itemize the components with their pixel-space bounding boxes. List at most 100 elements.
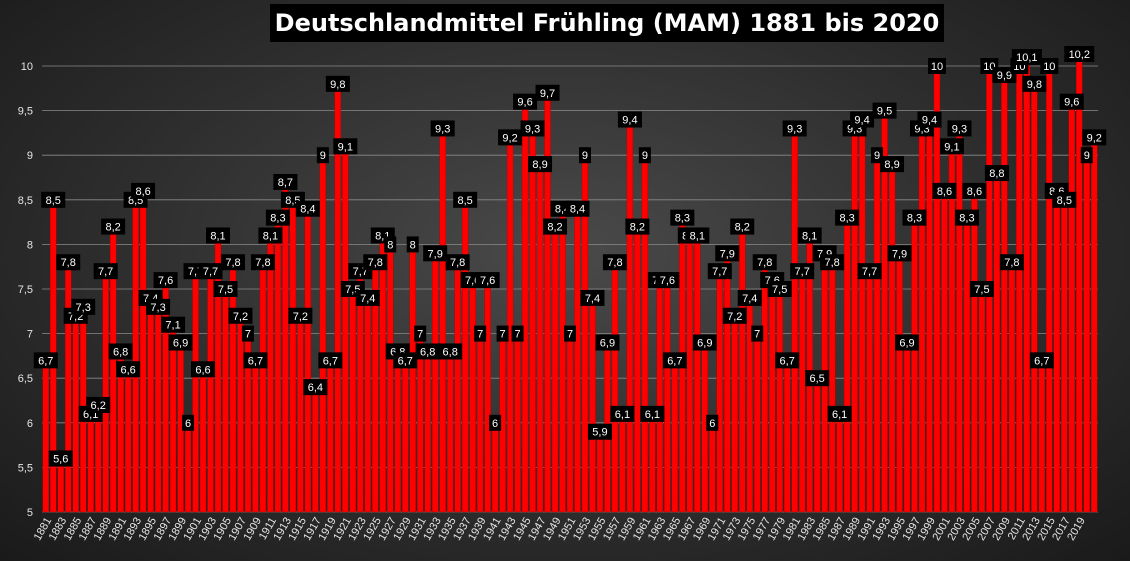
data-label-text: 7,8 xyxy=(61,257,76,269)
data-label-text: 8,3 xyxy=(839,213,854,225)
data-label-text: 7,8 xyxy=(607,257,622,269)
data-label: 9,2 xyxy=(498,129,523,146)
bar xyxy=(132,199,139,513)
bar xyxy=(574,208,581,513)
data-label-text: 9,4 xyxy=(622,115,637,127)
data-label: 7,7 xyxy=(198,263,223,280)
data-label-text: 7 xyxy=(245,329,251,341)
data-label-text: 8,9 xyxy=(532,159,547,171)
data-label-box xyxy=(917,111,942,128)
bar xyxy=(521,101,529,513)
data-label-box xyxy=(206,227,230,244)
bar xyxy=(1053,190,1061,513)
data-label-box xyxy=(325,75,350,92)
bar xyxy=(65,262,72,513)
bar xyxy=(357,270,364,513)
data-label: 7 xyxy=(241,325,254,342)
data-label-box xyxy=(423,245,448,262)
y-tick-label: 5,5 xyxy=(18,462,33,474)
data-label-box xyxy=(730,218,755,235)
data-label-box xyxy=(543,218,568,235)
data-label: 7,2 xyxy=(288,307,313,324)
data-label: 6,8 xyxy=(415,343,440,360)
bar xyxy=(514,333,521,513)
data-label: 8,9 xyxy=(880,156,905,173)
data-label: 9,4 xyxy=(617,111,642,128)
data-label: 7,8 xyxy=(220,254,245,271)
data-label: 9,4 xyxy=(850,111,875,128)
bar xyxy=(903,342,911,513)
y-tick-label: 5 xyxy=(27,507,33,519)
data-label: 7,8 xyxy=(602,254,627,271)
data-label-text: 8,1 xyxy=(263,230,278,242)
data-label-text: 7,5 xyxy=(218,284,233,296)
data-label: 6,7 xyxy=(1029,352,1054,369)
data-label-box xyxy=(528,156,553,173)
data-label-box xyxy=(453,191,478,208)
data-label: 7 xyxy=(511,325,524,342)
data-label: 6,6 xyxy=(191,361,216,378)
data-label-text: 9,1 xyxy=(944,141,959,153)
data-label-box xyxy=(1052,191,1077,208)
bar xyxy=(1023,56,1031,513)
bar xyxy=(57,458,64,513)
data-label-text: 8,3 xyxy=(270,213,285,225)
bar xyxy=(431,253,439,513)
data-label-box xyxy=(662,352,687,369)
data-label-text: 10,1 xyxy=(1016,52,1037,64)
data-label: 8,9 xyxy=(528,156,553,173)
data-label-text: 10 xyxy=(931,61,943,73)
data-label-box xyxy=(265,209,290,226)
data-label: 6,8 xyxy=(438,343,463,360)
data-label: 9,4 xyxy=(917,111,942,128)
data-label-text: 9,4 xyxy=(922,115,937,127)
data-label-text: 9,3 xyxy=(435,123,450,135)
data-label-text: 7,8 xyxy=(368,257,383,269)
data-label-box xyxy=(474,325,487,342)
data-label: 8,8 xyxy=(984,165,1009,182)
bar xyxy=(1016,65,1023,513)
data-label-text: 7,6 xyxy=(158,275,173,287)
data-label-text: 8,3 xyxy=(675,213,690,225)
data-label-box xyxy=(827,405,852,422)
data-label: 7,8 xyxy=(56,254,81,271)
bar xyxy=(843,217,851,513)
data-label-text: 7,3 xyxy=(76,302,91,314)
data-label-box xyxy=(258,227,283,244)
data-label-box xyxy=(1082,129,1107,146)
bar xyxy=(956,128,963,513)
data-label-text: 7,2 xyxy=(727,311,742,323)
data-label: 9,1 xyxy=(939,138,964,155)
data-label-text: 7,4 xyxy=(742,293,757,305)
data-label-text: 7,8 xyxy=(757,257,772,269)
bar xyxy=(274,217,282,513)
data-label-box xyxy=(969,281,994,297)
data-label-box xyxy=(511,325,524,342)
bar xyxy=(184,422,192,513)
y-tick-label: 7 xyxy=(27,329,33,341)
data-label-box xyxy=(752,254,777,271)
data-label-box xyxy=(790,263,815,280)
data-label-box xyxy=(797,227,822,244)
bar xyxy=(87,413,94,513)
bar xyxy=(259,262,267,513)
data-label: 10,2 xyxy=(1064,46,1095,62)
data-label-box xyxy=(131,182,156,199)
bar xyxy=(911,217,918,513)
data-label-box xyxy=(414,325,427,342)
data-label-box xyxy=(198,263,223,280)
data-label-box xyxy=(168,334,193,351)
bar xyxy=(933,65,941,513)
bar xyxy=(1038,360,1046,513)
data-label: 7,3 xyxy=(71,298,96,315)
data-label-box xyxy=(895,334,920,351)
data-label-text: 9,6 xyxy=(1064,97,1079,109)
data-label-box xyxy=(182,414,195,431)
data-label: 6,9 xyxy=(595,334,620,351)
data-label-text: 7,7 xyxy=(795,266,810,278)
data-label-text: 8,2 xyxy=(106,222,121,234)
data-label-box xyxy=(535,84,560,101)
data-label-text: 7,2 xyxy=(233,311,248,323)
bar xyxy=(327,360,334,513)
bar xyxy=(649,413,656,513)
